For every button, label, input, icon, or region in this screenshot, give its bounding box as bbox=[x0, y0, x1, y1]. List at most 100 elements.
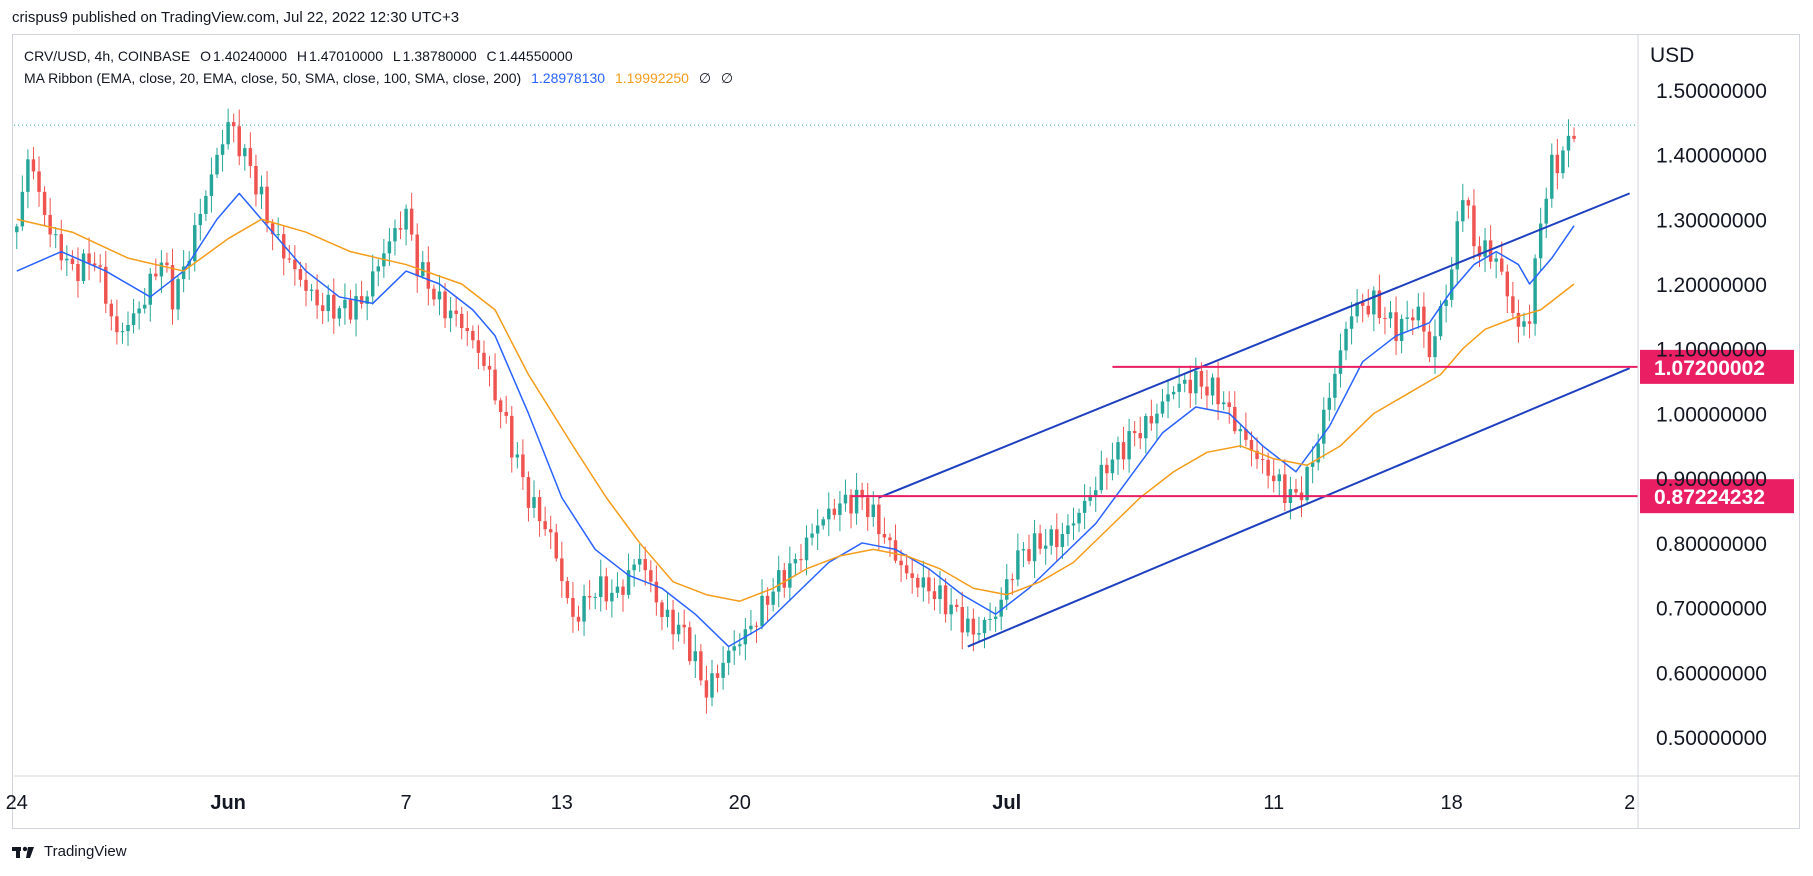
candle-body bbox=[888, 537, 892, 541]
candle-body bbox=[726, 650, 731, 663]
candle-body bbox=[1572, 135, 1576, 139]
candle-body bbox=[1294, 489, 1298, 493]
candle-body bbox=[387, 241, 392, 254]
candle-body bbox=[165, 262, 169, 266]
candle-body bbox=[777, 570, 781, 592]
price-tick: 0.60000000 bbox=[1656, 662, 1767, 685]
candle-body bbox=[432, 288, 436, 300]
candle-body bbox=[927, 577, 931, 592]
candle-body bbox=[1355, 302, 1359, 317]
candle-body bbox=[1327, 397, 1332, 410]
candle-body bbox=[788, 563, 792, 588]
candle-body bbox=[87, 253, 91, 264]
candle-body bbox=[688, 627, 692, 662]
symbol-label[interactable]: CRV/USD, 4h, COINBASE bbox=[24, 48, 191, 64]
candle-body bbox=[1422, 306, 1426, 332]
candle-body bbox=[1144, 416, 1148, 439]
moving-averages bbox=[16, 192, 1575, 648]
ma-value-2: 1.19992250 bbox=[614, 70, 689, 86]
candle-body bbox=[276, 234, 280, 236]
candle-body bbox=[220, 144, 225, 155]
candle-body bbox=[1105, 464, 1109, 474]
candle-body bbox=[715, 673, 720, 678]
candle-body bbox=[42, 191, 47, 215]
candle-body bbox=[954, 604, 959, 607]
candle-body bbox=[1477, 246, 1482, 257]
price-axis: USD 1.50000000 1.40000000 1.30000000 1.20000… bbox=[14, 34, 1799, 828]
candle-body bbox=[1488, 240, 1493, 262]
candle-body bbox=[237, 126, 241, 157]
candle-body bbox=[1500, 258, 1504, 272]
candle-body bbox=[309, 289, 314, 291]
support-price-badge bbox=[1640, 479, 1794, 514]
price-tick: 0.50000000 bbox=[1656, 727, 1767, 750]
candle-body bbox=[471, 331, 475, 341]
candle-body bbox=[1127, 431, 1131, 460]
candle-body bbox=[732, 646, 736, 651]
ma-ribbon-row: MA Ribbon (EMA, close, 20, EMA, close, 5… bbox=[24, 67, 733, 89]
candle-body bbox=[1043, 545, 1048, 549]
candle-body bbox=[487, 365, 492, 370]
candle-body bbox=[1383, 318, 1387, 320]
candle-body bbox=[1027, 549, 1031, 562]
candle-body bbox=[910, 573, 914, 578]
candle-body bbox=[365, 296, 369, 304]
drawings: 1.07200002 0.87224232 bbox=[851, 192, 1794, 648]
candle-body bbox=[1555, 154, 1560, 174]
candle-body bbox=[676, 624, 681, 635]
candle-body bbox=[999, 599, 1003, 617]
candle-body bbox=[815, 525, 820, 534]
candle-body bbox=[582, 595, 586, 622]
candle-body bbox=[960, 606, 964, 633]
candle-body bbox=[1205, 386, 1209, 396]
candle-body bbox=[332, 294, 336, 319]
candle-body bbox=[1494, 258, 1498, 262]
candle-body bbox=[26, 159, 30, 192]
candle-body bbox=[1277, 474, 1281, 482]
candle-body bbox=[1316, 443, 1320, 463]
candle-body bbox=[827, 508, 831, 520]
candle-body bbox=[1055, 529, 1059, 548]
candle-body bbox=[1538, 223, 1543, 259]
candle-body bbox=[782, 570, 787, 588]
candle-body bbox=[793, 559, 798, 564]
indicator-label[interactable]: MA Ribbon (EMA, close, 20, EMA, close, 5… bbox=[24, 70, 522, 86]
low-label: L bbox=[392, 48, 401, 64]
candle-body bbox=[1216, 377, 1220, 405]
time-tick: Jun bbox=[210, 792, 246, 814]
candle-body bbox=[343, 299, 347, 309]
footer-brand[interactable]: TradingView bbox=[12, 843, 127, 860]
candle-body bbox=[654, 581, 659, 603]
candle-body bbox=[70, 258, 75, 265]
candle-body bbox=[571, 597, 575, 617]
candle-body bbox=[337, 308, 342, 319]
candle-body bbox=[193, 225, 197, 262]
candle-body bbox=[1094, 490, 1098, 496]
candle-body bbox=[1183, 379, 1187, 384]
time-tick: 13 bbox=[551, 792, 573, 814]
chart-frame[interactable] bbox=[12, 34, 1800, 829]
candle-body bbox=[626, 570, 631, 595]
candle-body bbox=[326, 294, 330, 312]
candle-body bbox=[204, 195, 208, 214]
candles bbox=[15, 108, 1576, 714]
candle-body bbox=[404, 208, 408, 230]
candle-body bbox=[1088, 495, 1092, 501]
candle-body bbox=[1099, 464, 1104, 491]
candle-body bbox=[354, 296, 358, 320]
candle-body bbox=[699, 651, 703, 681]
candle-body bbox=[1416, 306, 1421, 321]
channel-lower-line bbox=[967, 367, 1631, 648]
candle-body bbox=[1360, 302, 1365, 306]
candle-body bbox=[215, 154, 219, 175]
candle-body bbox=[893, 540, 898, 561]
candle-body bbox=[865, 497, 870, 518]
resistance-price-badge bbox=[1640, 349, 1794, 384]
candle-body bbox=[259, 186, 264, 195]
candle-body bbox=[315, 289, 319, 306]
price-tick: 0.90000000 bbox=[1656, 468, 1767, 491]
candle-body bbox=[1255, 450, 1259, 460]
candle-body bbox=[1372, 290, 1376, 315]
candle-body bbox=[498, 400, 503, 412]
